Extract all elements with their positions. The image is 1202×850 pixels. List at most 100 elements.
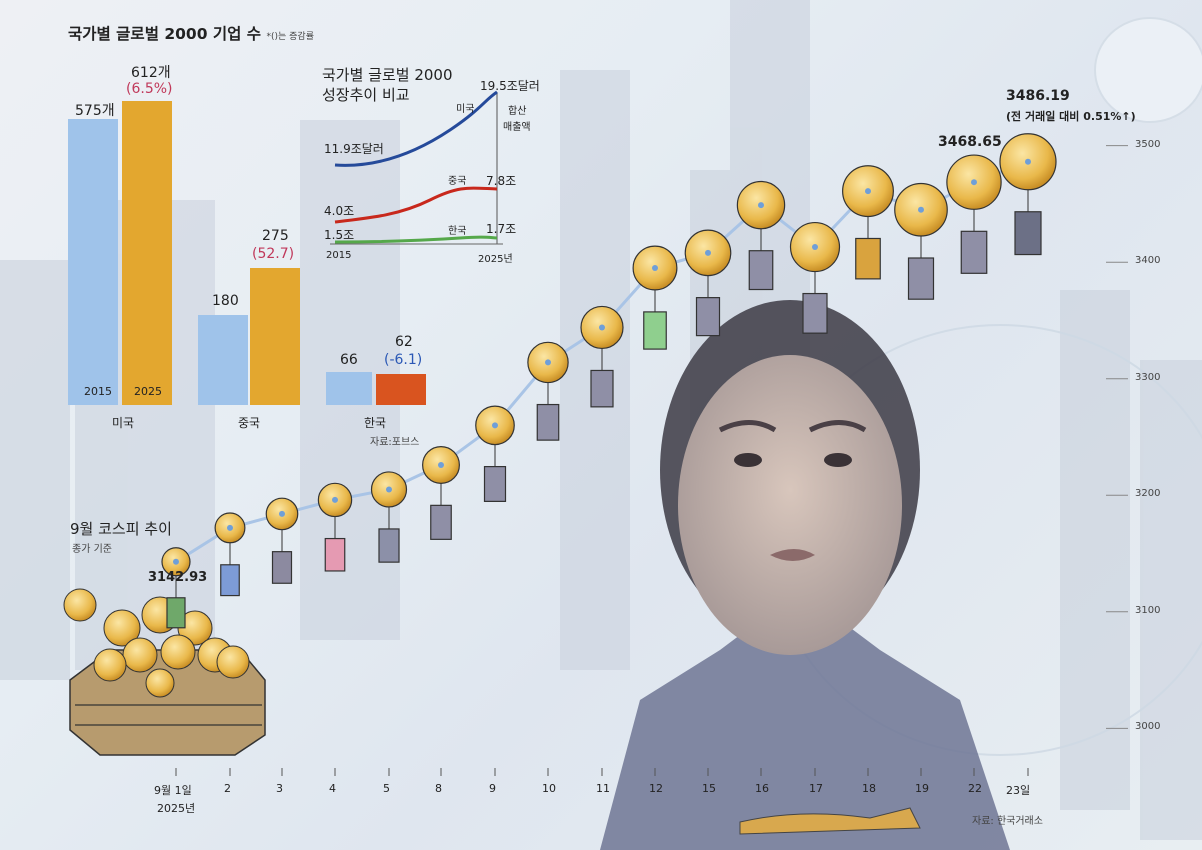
bar-chart-source: 자료:포브스 xyxy=(370,437,420,448)
kospi-point-dot xyxy=(705,249,711,256)
kospi-y-tick-label: 3500 xyxy=(1135,138,1161,150)
bar-2015-us xyxy=(68,119,118,405)
kospi-x-tick-label: 11 xyxy=(596,782,610,795)
inset-label-kr-start: 1.5조 xyxy=(324,228,355,242)
kospi-point-dot xyxy=(812,244,818,251)
kospi-x-tick-label: 15 xyxy=(702,782,716,795)
inset-series-name-kr: 한국 xyxy=(448,226,467,237)
hanging-building xyxy=(430,504,452,540)
value-label-2015-kr: 66 xyxy=(340,352,358,368)
inset-label-kr-end: 1.7조 xyxy=(486,222,517,236)
kospi-x-tick-label: 4 xyxy=(329,782,336,795)
kospi-point-dot xyxy=(386,486,392,493)
hanging-building xyxy=(271,551,293,584)
hanging-building xyxy=(590,369,614,408)
kospi-first-value-label: 3142.93 xyxy=(148,570,208,585)
kospi-last-value-label: 3486.19 xyxy=(1006,88,1070,104)
inset-label-cn-start: 4.0조 xyxy=(324,204,355,218)
category-label-cn: 중국 xyxy=(238,416,261,430)
line-inset-title-1: 국가별 글로벌 2000 xyxy=(322,66,453,84)
hanging-building xyxy=(166,597,186,629)
inset-annotation-1: 합산 xyxy=(508,106,527,117)
inset-label-cn-end: 7.8조 xyxy=(486,174,517,188)
kospi-x-tick-label: 19 xyxy=(915,782,929,795)
bar-chart-note: *()는 증감률 xyxy=(266,32,314,42)
kospi-point-dot xyxy=(279,510,285,517)
hanging-building xyxy=(643,311,667,350)
kospi-x-tick-label: 18 xyxy=(862,782,876,795)
change-label-kr: (-6.1) xyxy=(384,352,423,368)
kospi-point-dot xyxy=(173,558,179,565)
inset-annotation-2: 매출액 xyxy=(503,122,531,133)
category-label-kr: 한국 xyxy=(364,416,387,430)
kospi-subtitle: 종가 기준 xyxy=(72,544,112,555)
value-label-2015-us: 575개 xyxy=(75,103,115,119)
kospi-x-tick-label: 5 xyxy=(383,782,390,795)
hanging-building xyxy=(748,250,774,291)
kospi-point-dot xyxy=(652,265,658,272)
kospi-y-tick-label: 3000 xyxy=(1135,721,1161,733)
inset-label-us-end: 19.5조달러 xyxy=(480,79,540,93)
hanging-building xyxy=(536,403,560,441)
kospi-last-change-note: (전 거래일 대비 0.51%↑) xyxy=(1006,110,1136,123)
kospi-x-tick-label: 2 xyxy=(224,782,231,795)
kospi-point-dot xyxy=(758,202,764,209)
inset-series-name-cn: 중국 xyxy=(448,176,467,187)
kospi-x-tick-label: 16 xyxy=(755,782,769,795)
hanging-building xyxy=(378,528,400,563)
bar-2015-kr xyxy=(326,372,372,405)
bar-2025-cn xyxy=(250,268,300,405)
kospi-point-dot xyxy=(971,179,977,186)
hanging-building xyxy=(324,537,346,572)
value-label-2015-cn: 180 xyxy=(212,293,239,309)
inset-x-start-label: 2015 xyxy=(326,250,352,261)
kospi-point-dot xyxy=(1025,158,1031,165)
kospi-year-label: 2025년 xyxy=(157,802,196,815)
bar-2015-cn xyxy=(198,315,248,405)
hanging-building xyxy=(1014,211,1042,256)
bar-year-label-2015: 2015 xyxy=(84,385,112,398)
bar-2025-us xyxy=(122,101,172,405)
value-label-2025-us: 612개 xyxy=(131,65,171,81)
line-inset-title-2: 성장추이 비교 xyxy=(322,86,410,104)
inset-label-us-start: 11.9조달러 xyxy=(324,142,384,156)
kospi-point-dot xyxy=(918,206,924,213)
kospi-x-tick-label: 8 xyxy=(435,782,442,795)
kospi-point-dot xyxy=(492,422,498,429)
hanging-building xyxy=(802,292,828,334)
kospi-x-tick-label: 9월 1일 xyxy=(154,784,192,797)
series-line-us xyxy=(334,90,498,167)
change-label-us: (6.5%) xyxy=(126,81,173,97)
hanging-building xyxy=(907,257,935,300)
kospi-source: 자료: 한국거래소 xyxy=(972,816,1043,827)
kospi-x-tick-label: 12 xyxy=(649,782,663,795)
kospi-y-tick-label: 3400 xyxy=(1135,255,1161,267)
kospi-point-dot xyxy=(227,524,233,531)
kospi-x-tick-label: 22 xyxy=(968,782,982,795)
bar-year-label-2025: 2025 xyxy=(134,385,162,398)
kospi-x-tick-label: 10 xyxy=(542,782,556,795)
kospi-point-dot xyxy=(599,324,605,331)
series-line-cn xyxy=(334,186,498,224)
kospi-x-tick-label: 9 xyxy=(489,782,496,795)
kospi-y-tick-label: 3100 xyxy=(1135,604,1161,616)
kospi-y-tick-label: 3200 xyxy=(1135,488,1161,500)
bar-chart-title: 국가별 글로벌 2000 기업 수 xyxy=(68,25,262,43)
kospi-x-tick-label: 23일 xyxy=(1006,784,1031,797)
value-label-2025-kr: 62 xyxy=(395,334,413,350)
kospi-point-dot xyxy=(545,359,551,366)
hanging-building xyxy=(483,465,507,502)
kospi-title: 9월 코스피 추이 xyxy=(70,520,172,538)
kospi-x-tick-label: 3 xyxy=(276,782,283,795)
kospi-x-tick-label: 17 xyxy=(809,782,823,795)
bar-2025-kr xyxy=(376,374,426,405)
kospi-point-dot xyxy=(865,188,871,195)
hanging-building xyxy=(695,297,721,337)
hanging-building xyxy=(960,230,988,274)
kospi-point-dot xyxy=(332,496,338,503)
series-line-kr xyxy=(334,235,498,244)
change-label-cn: (52.7) xyxy=(252,246,295,262)
